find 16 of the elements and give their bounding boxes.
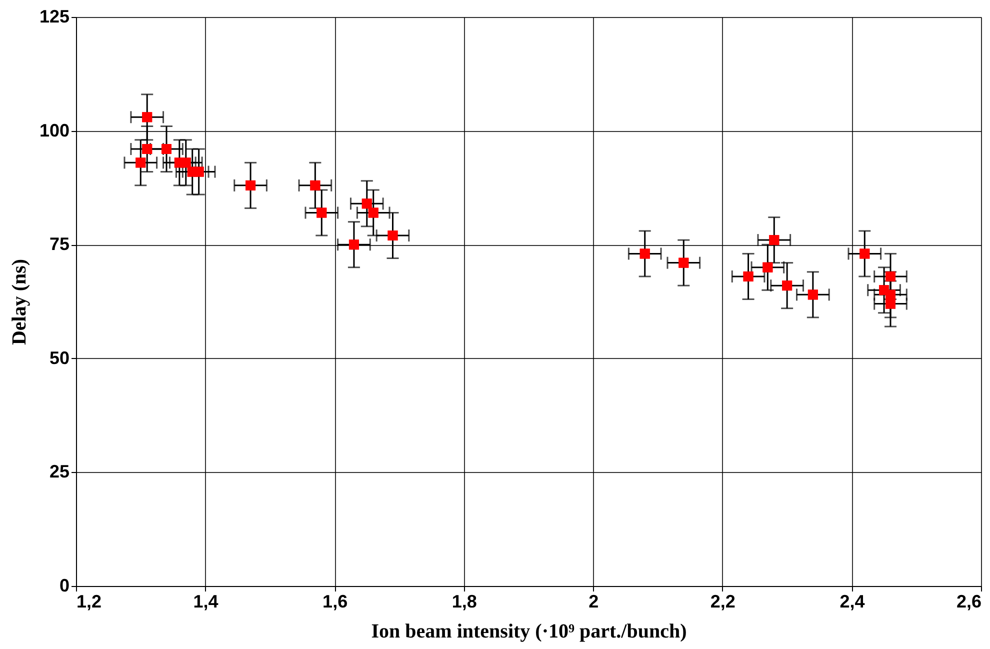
y-axis-title: Delay (ns) xyxy=(8,258,30,346)
x-tick-label: 1,4 xyxy=(193,592,218,612)
x-tick-label: 1,2 xyxy=(76,592,102,612)
y-tick-label: 100 xyxy=(39,120,70,140)
y-tick-label: 25 xyxy=(49,462,70,482)
x-tick-label: 2,4 xyxy=(840,592,865,612)
x-tick-label: 2 xyxy=(588,592,599,612)
x-axis-title: Ion beam intensity (·10⁹ part./bunch) xyxy=(371,620,687,642)
y-tick-label: 0 xyxy=(59,576,70,596)
y-tick-label: 50 xyxy=(49,348,70,368)
x-tick-label: 1,8 xyxy=(452,592,477,612)
y-tick-label: 75 xyxy=(49,234,70,254)
x-tick-label: 2,6 xyxy=(956,592,982,612)
x-tick-label: 2,2 xyxy=(710,592,736,612)
y-tick-label: 125 xyxy=(39,6,70,26)
x-tick-label: 1,6 xyxy=(322,592,348,612)
